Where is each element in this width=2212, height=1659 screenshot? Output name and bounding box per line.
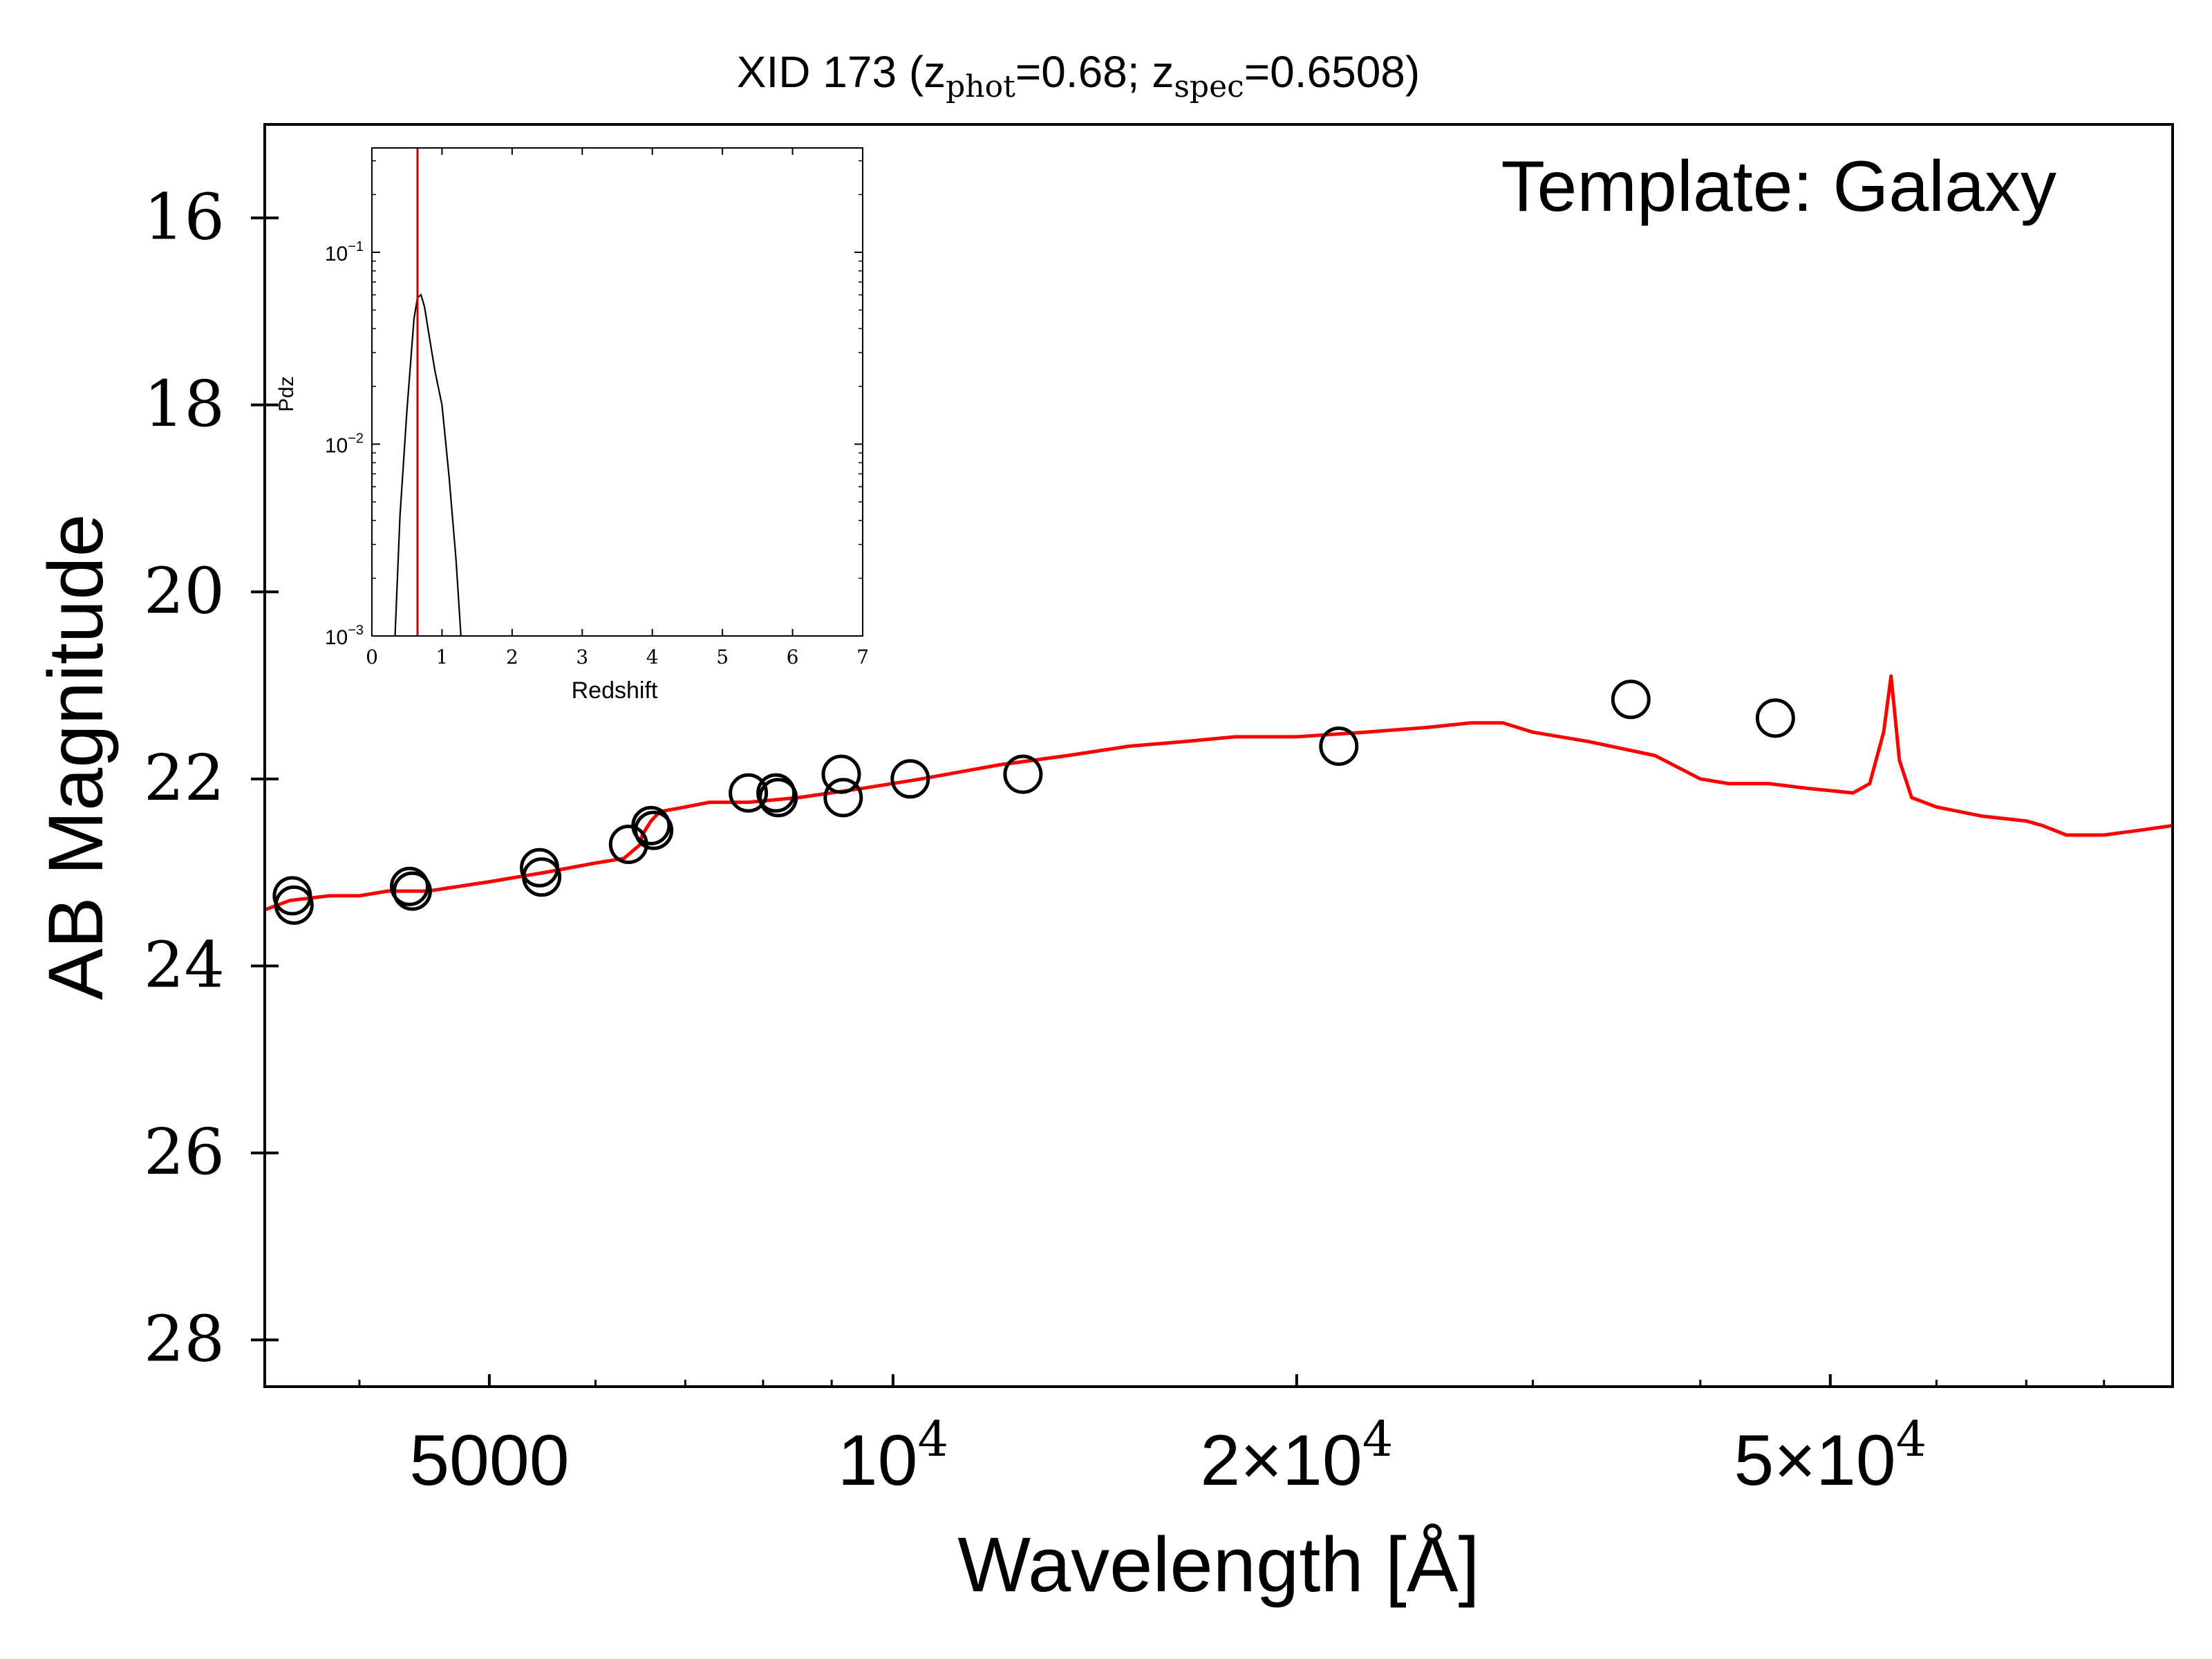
- inset-y-tick-base: 10: [325, 434, 348, 457]
- main-plot-frame: [263, 123, 2174, 1388]
- inset-x-tick-label: 1: [436, 646, 449, 668]
- photometry-point: [1755, 698, 1795, 738]
- inset-y-tick-base: 10: [325, 626, 348, 649]
- photometry-point: [1319, 727, 1359, 766]
- title-prefix: XID 173 (z: [737, 47, 946, 97]
- inset-y-tick-label: 10−2: [325, 431, 364, 457]
- chart-title: XID 173 (zphot=0.68; zspec=0.6508): [737, 47, 1420, 104]
- photometry-point: [522, 857, 562, 897]
- photometry-point: [729, 773, 769, 813]
- y-tick-label: 16: [144, 180, 225, 254]
- inset-x-tick-label: 5: [716, 646, 729, 668]
- title-suffix: =0.6508): [1244, 47, 1420, 97]
- y-axis-label: AB Magnitude: [32, 514, 119, 1000]
- template-annotation: Template: Galaxy: [1501, 147, 2056, 227]
- photometry-point: [823, 778, 863, 818]
- photometry-point: [390, 866, 429, 906]
- inset-y-tick-label: 10−3: [325, 623, 364, 649]
- y-tick-label: 22: [144, 741, 225, 815]
- y-tick-label: 18: [144, 367, 225, 441]
- x-axis-label: Wavelength [Å]: [957, 1521, 1479, 1608]
- photometry-point: [821, 754, 861, 794]
- y-tick-label: 24: [144, 928, 225, 1002]
- photometry-point: [1611, 679, 1651, 720]
- inset-x-tick-label: 7: [856, 646, 869, 668]
- photometry-point: [890, 759, 930, 799]
- photometry-point: [1003, 754, 1043, 794]
- title-sub-spec: spec: [1174, 69, 1244, 104]
- inset-x-tick-label: 3: [576, 646, 588, 668]
- x-tick-exponent: 4: [1362, 1411, 1394, 1468]
- inset-x-tick-label: 2: [506, 646, 518, 668]
- photometry-point: [631, 805, 671, 845]
- photometry-point: [392, 871, 432, 911]
- inset-y-tick-exponent: −3: [348, 623, 364, 638]
- photometry-point: [634, 810, 674, 850]
- photometry-point: [274, 885, 314, 925]
- y-tick-label: 20: [144, 554, 225, 628]
- photometry-point: [758, 778, 798, 818]
- y-tick-label: 28: [144, 1302, 225, 1376]
- inset-x-tick-label: 0: [366, 646, 378, 668]
- inset-x-tick-label: 4: [646, 646, 659, 668]
- x-tick-label: 5000: [409, 1421, 569, 1501]
- x-tick-label: 2×104: [1200, 1411, 1393, 1501]
- x-tick-base: 2×10: [1200, 1421, 1362, 1501]
- inset-y-tick-exponent: −2: [348, 431, 364, 446]
- template-sed-line: [265, 674, 2173, 912]
- title-sub-phot: phot: [946, 69, 1015, 104]
- pdz-curve: [394, 293, 462, 636]
- x-tick-label: 5×104: [1734, 1411, 1927, 1501]
- inset-x-ticks: 0 1 2 3 4 5 6 7: [366, 148, 869, 668]
- x-tick-exponent: 4: [1896, 1411, 1927, 1468]
- y-ticks: 16 18 20 22 24 26 28: [144, 180, 279, 1376]
- inset-y-tick-exponent: −1: [348, 239, 364, 254]
- inset-x-tick-label: 6: [787, 646, 799, 668]
- inset-y-tick-label: 10−1: [325, 239, 364, 265]
- x-tick-base: 5000: [409, 1421, 569, 1501]
- inset-y-tick-base: 10: [325, 243, 348, 265]
- x-ticks: 5000 104 2×104 5×104: [358, 1374, 2174, 1501]
- x-tick-exponent: 4: [917, 1411, 948, 1468]
- y-tick-label: 26: [144, 1115, 225, 1189]
- inset-frame: [371, 147, 863, 637]
- inset-background: [372, 148, 863, 636]
- inset-x-axis-label: Redshift: [572, 677, 658, 704]
- x-tick-base: 5×10: [1734, 1421, 1895, 1501]
- x-tick-label: 104: [838, 1411, 948, 1501]
- title-mid: =0.68; z: [1015, 47, 1174, 97]
- inset-y-axis-label: Pdz: [275, 376, 298, 412]
- photometry-points: [272, 679, 1795, 925]
- x-tick-base: 10: [838, 1421, 918, 1501]
